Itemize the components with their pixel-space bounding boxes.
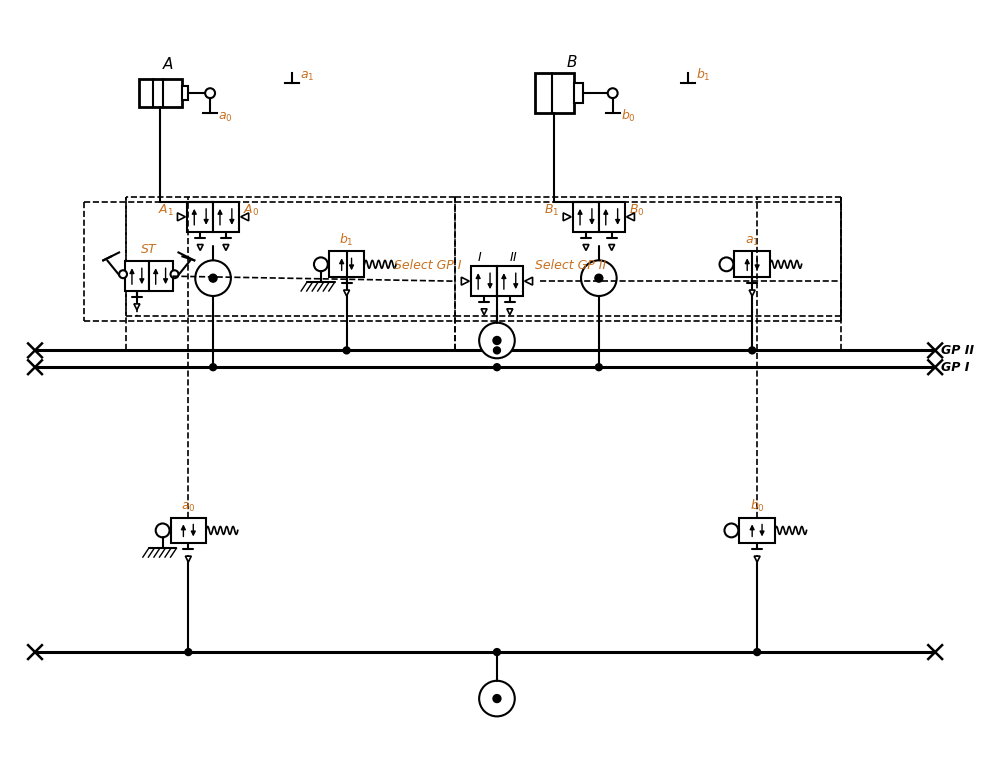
Circle shape	[748, 347, 755, 354]
Circle shape	[171, 270, 178, 278]
Circle shape	[209, 274, 217, 282]
Circle shape	[596, 363, 602, 370]
Text: $B_0$: $B_0$	[628, 203, 644, 218]
Text: $B$: $B$	[566, 55, 578, 71]
Polygon shape	[754, 556, 760, 562]
Text: $A$: $A$	[163, 56, 175, 72]
Circle shape	[494, 363, 501, 370]
Circle shape	[493, 695, 501, 702]
Polygon shape	[177, 213, 185, 221]
Polygon shape	[197, 245, 203, 250]
Polygon shape	[507, 309, 513, 315]
Circle shape	[595, 274, 602, 282]
Circle shape	[184, 648, 192, 655]
Bar	[575, 83, 583, 103]
Bar	[213, 202, 239, 232]
Text: $a_0$: $a_0$	[218, 111, 233, 124]
Polygon shape	[749, 290, 755, 296]
Text: GP I: GP I	[941, 360, 969, 373]
Text: $I$: $I$	[477, 251, 483, 264]
Polygon shape	[185, 556, 191, 562]
Text: Select GP II: Select GP II	[534, 259, 605, 273]
Circle shape	[205, 89, 215, 98]
Polygon shape	[461, 277, 469, 285]
Text: $b_1$: $b_1$	[696, 67, 711, 83]
Polygon shape	[223, 245, 229, 250]
Text: $B_1$: $B_1$	[544, 203, 559, 218]
Polygon shape	[583, 245, 589, 250]
Circle shape	[607, 89, 617, 98]
Circle shape	[156, 524, 170, 537]
Circle shape	[343, 347, 350, 354]
Bar	[181, 86, 188, 100]
Text: $a_1$: $a_1$	[745, 235, 759, 248]
Circle shape	[119, 270, 127, 278]
Bar	[139, 79, 181, 107]
Bar	[125, 261, 149, 291]
Text: $b_1$: $b_1$	[339, 232, 354, 248]
Circle shape	[725, 524, 739, 537]
Bar	[328, 252, 365, 277]
Text: $A_0$: $A_0$	[243, 203, 259, 218]
Circle shape	[753, 648, 760, 655]
Polygon shape	[344, 290, 350, 296]
Circle shape	[210, 363, 217, 370]
Bar	[171, 517, 206, 544]
Text: Select GP I: Select GP I	[393, 259, 461, 273]
Bar	[187, 202, 213, 232]
Text: $b_0$: $b_0$	[620, 108, 636, 124]
Polygon shape	[134, 304, 140, 310]
Circle shape	[479, 323, 515, 358]
Text: $a_0$: $a_0$	[181, 500, 195, 514]
Bar	[534, 73, 575, 113]
Circle shape	[494, 648, 501, 655]
Text: GP II: GP II	[941, 344, 974, 357]
Polygon shape	[241, 213, 248, 221]
Circle shape	[581, 260, 616, 296]
Text: $b_0$: $b_0$	[749, 497, 764, 514]
Bar	[735, 252, 770, 277]
Polygon shape	[608, 245, 614, 250]
Polygon shape	[563, 213, 571, 221]
Bar	[471, 266, 497, 296]
Circle shape	[314, 257, 327, 271]
Bar	[149, 261, 173, 291]
Bar	[599, 202, 624, 232]
Circle shape	[493, 336, 501, 344]
Text: $II$: $II$	[509, 251, 519, 264]
Polygon shape	[626, 213, 634, 221]
Circle shape	[479, 681, 515, 716]
Circle shape	[195, 260, 231, 296]
Polygon shape	[525, 277, 532, 285]
Text: $a_1$: $a_1$	[300, 70, 315, 83]
Bar	[497, 266, 523, 296]
Polygon shape	[481, 309, 487, 315]
Text: $A_1$: $A_1$	[158, 203, 174, 218]
Bar	[740, 517, 775, 544]
Text: $ST$: $ST$	[140, 243, 158, 256]
Circle shape	[720, 257, 734, 271]
Bar	[573, 202, 599, 232]
Circle shape	[494, 347, 501, 354]
